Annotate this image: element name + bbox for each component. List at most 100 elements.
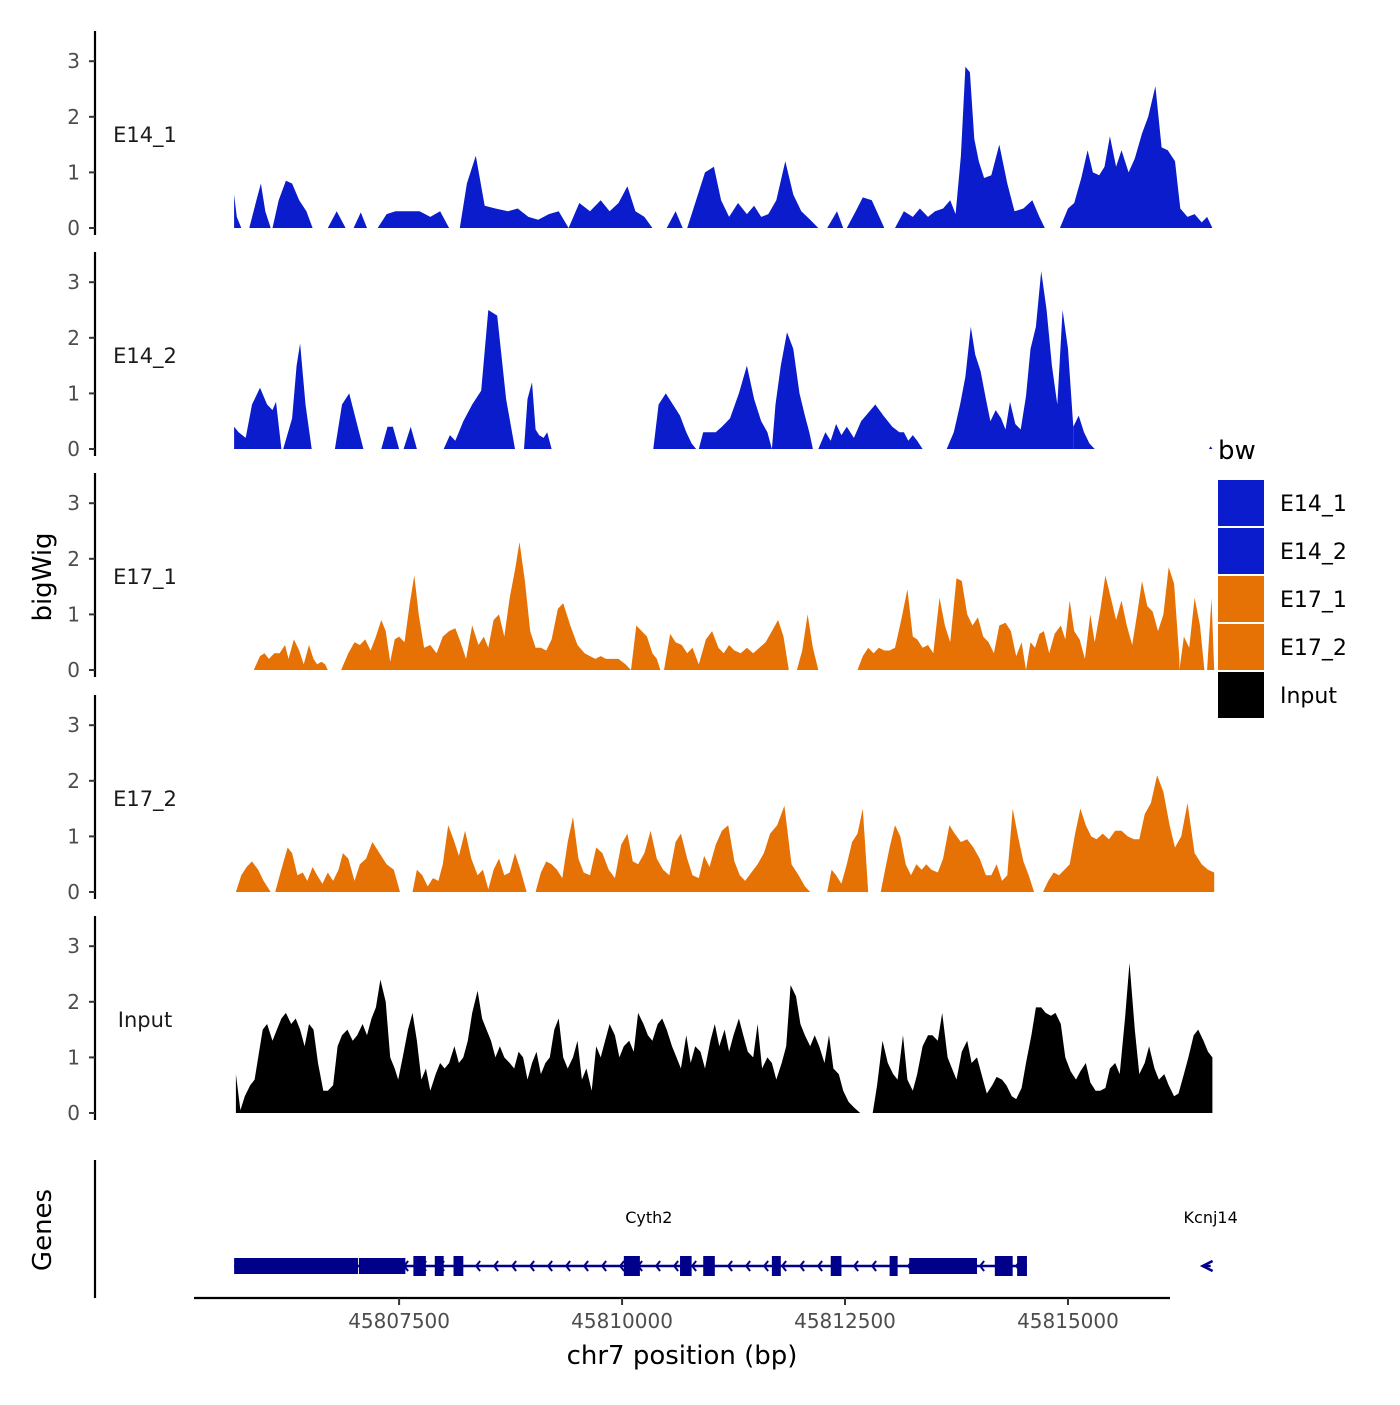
- signal-area: [1026, 567, 1180, 670]
- gene-exon: [680, 1256, 692, 1276]
- signal-area: [857, 578, 1026, 670]
- y-tick-label: 3: [67, 491, 80, 515]
- strand-arrow-icon: [780, 1260, 787, 1272]
- gene-exon: [434, 1256, 444, 1276]
- gene-exon: [358, 1258, 406, 1274]
- signal-area: [459, 155, 569, 228]
- signal-area: [235, 979, 861, 1113]
- x-axis-title: chr7 position (bp): [567, 1341, 798, 1371]
- track-E14_2: 0 1 2 3 E14_2: [67, 252, 1213, 461]
- strand-arrow-icon: [870, 1260, 877, 1272]
- signal-area: [377, 211, 450, 228]
- track-label: E17_2: [113, 787, 177, 812]
- y-tick-label: 3: [67, 713, 80, 737]
- track-Input: 0 1 2 3 Input: [67, 916, 1213, 1125]
- track-label: E14_1: [113, 123, 177, 148]
- y-tick-label: 1: [67, 381, 80, 405]
- signal-area: [234, 387, 282, 449]
- gene-exon: [453, 1256, 464, 1276]
- y-tick-label: 1: [67, 824, 80, 848]
- signal-area: [946, 271, 1074, 449]
- y-tick-label: 1: [67, 602, 80, 626]
- signal-area: [818, 404, 923, 449]
- legend-swatch-E14_2: [1218, 528, 1264, 574]
- signal-area: [327, 211, 346, 228]
- y-tick-label: 0: [67, 1101, 80, 1125]
- signal-area: [283, 343, 312, 449]
- legend-label: E17_2: [1280, 636, 1347, 661]
- y-axis-title: bigWig: [28, 532, 58, 621]
- strand-arrow-icon: [1199, 1259, 1214, 1273]
- gene-label: Cyth2: [625, 1208, 672, 1227]
- y-tick-label: 0: [67, 437, 80, 461]
- strand-arrow-icon: [546, 1260, 553, 1272]
- gene-Kcnj14: Kcnj14: [1184, 1208, 1238, 1273]
- gene-exon: [413, 1256, 426, 1276]
- gene-exon: [889, 1256, 898, 1276]
- legend-label: E14_2: [1280, 540, 1347, 565]
- signal-area: [235, 861, 271, 892]
- legend-swatch-Input: [1218, 672, 1264, 718]
- track-label: E14_2: [113, 344, 177, 369]
- legend: bw E14_1 E14_2 E17_1 E17_2 Input: [1218, 436, 1347, 718]
- x-tick-label: 45812500: [794, 1309, 896, 1333]
- strand-arrow-icon: [600, 1260, 607, 1272]
- signal-area: [249, 183, 271, 228]
- strand-arrow-icon: [690, 1260, 697, 1272]
- signal-area: [1179, 597, 1205, 670]
- strand-arrow-icon: [528, 1260, 535, 1272]
- y-tick-label: 0: [67, 880, 80, 904]
- y-tick-label: 2: [67, 547, 80, 571]
- signal-area: [1207, 597, 1215, 670]
- strand-arrow-icon: [492, 1260, 499, 1272]
- tracks-layer: 0 1 2 3 E14_1 0 1 2 3 E14_2 0 1 2 3 E17_1 0 1 2 3 E17_2 0 1 2 3…: [67, 31, 1215, 1125]
- gene-label: Kcnj14: [1184, 1208, 1238, 1227]
- signal-area: [234, 194, 242, 228]
- signal-area: [272, 180, 313, 228]
- signal-area: [568, 186, 653, 228]
- gene-exon: [234, 1258, 359, 1274]
- signal-area: [771, 332, 813, 449]
- strand-arrow-icon: [762, 1260, 769, 1272]
- signal-area: [664, 620, 789, 670]
- x-tick-label: 45815000: [1017, 1309, 1119, 1333]
- signal-area: [535, 805, 811, 892]
- gene-exon: [703, 1256, 715, 1276]
- signal-area: [1073, 415, 1095, 449]
- track-label: Input: [118, 1008, 172, 1032]
- gene-exon: [994, 1256, 1013, 1276]
- signal-area: [353, 212, 367, 228]
- signal-area: [412, 825, 527, 892]
- track-E17_2: 0 1 2 3 E17_2: [67, 695, 1215, 904]
- x-tick-label: 45807500: [348, 1309, 450, 1333]
- signal-area: [796, 614, 819, 670]
- track-E17_1: 0 1 2 3 E17_1: [67, 473, 1215, 682]
- track-label: E17_1: [113, 565, 177, 590]
- x-axis: 45807500 45810000 45812500 45815000: [194, 1296, 1170, 1333]
- strand-arrow-icon: [978, 1260, 985, 1272]
- legend-label: Input: [1280, 684, 1337, 709]
- signal-area: [846, 197, 885, 228]
- strand-arrow-icon: [672, 1260, 679, 1272]
- y-tick-label: 2: [67, 990, 80, 1014]
- gene-exon: [1017, 1256, 1027, 1276]
- legend-title: bw: [1218, 436, 1256, 466]
- gene-exon: [909, 1258, 978, 1274]
- signal-area: [687, 161, 819, 228]
- track-E14_1: 0 1 2 3 E14_1: [67, 31, 1213, 240]
- signal-area: [653, 393, 697, 449]
- y-tick-label: 2: [67, 105, 80, 129]
- strand-arrow-icon: [726, 1260, 733, 1272]
- signal-area: [524, 382, 552, 449]
- y-tick-label: 3: [67, 934, 80, 958]
- signal-area: [334, 393, 364, 449]
- y-tick-label: 1: [67, 160, 80, 184]
- strand-arrow-icon: [582, 1260, 589, 1272]
- signal-area: [872, 962, 1213, 1113]
- signal-area: [341, 542, 631, 670]
- signal-area: [880, 825, 1002, 892]
- signal-area: [666, 211, 683, 228]
- gene-Cyth2: Cyth2: [234, 1208, 1027, 1276]
- legend-label: E14_1: [1280, 492, 1347, 517]
